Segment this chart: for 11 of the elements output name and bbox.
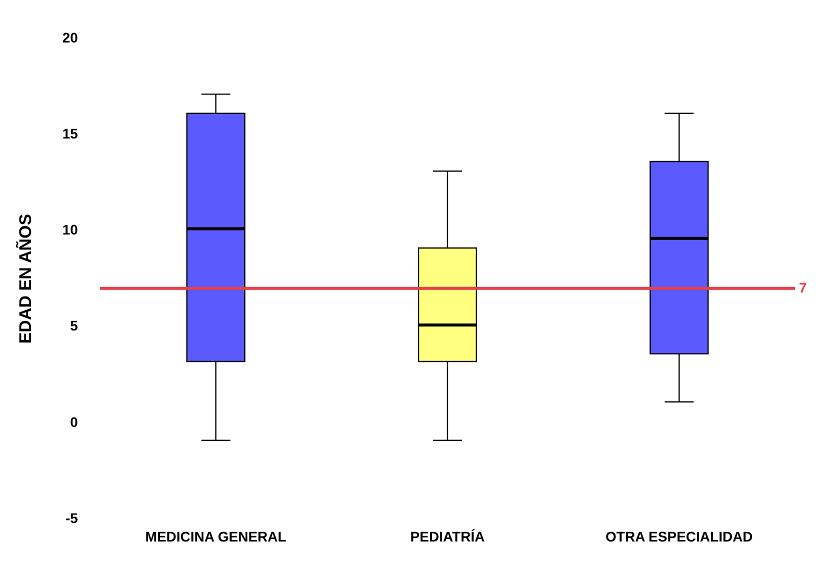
- y-tick-label: 20: [62, 29, 78, 46]
- y-tick-label: 5: [70, 318, 78, 334]
- y-axis-title: EDAD EN AÑOS: [14, 214, 35, 344]
- x-tick-label: PEDIATRÍA: [410, 528, 485, 544]
- x-tick-label: MEDICINA GENERAL: [145, 528, 287, 544]
- y-tick-label: 10: [62, 222, 78, 238]
- y-tick-label: 15: [62, 125, 78, 142]
- y-tick-label: -5: [66, 510, 78, 526]
- y-tick-label: 0: [70, 414, 78, 430]
- ref-line-label: 7: [799, 279, 807, 296]
- x-tick-label: OTRA ESPECIALIDAD: [606, 528, 753, 544]
